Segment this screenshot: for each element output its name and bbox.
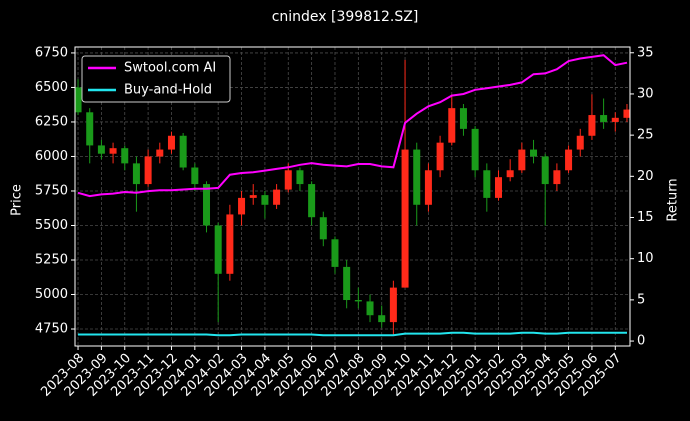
chart-title: cnindex [399812.SZ] [272, 9, 419, 25]
candle-body [506, 170, 514, 178]
candle-body [179, 135, 187, 168]
candle-body [518, 149, 526, 171]
candle-body [576, 135, 584, 150]
candle-body [331, 239, 339, 267]
legend: Swtool.com AI Buy-and-Hold [81, 55, 231, 103]
y2-tick-label: 30 [637, 86, 654, 101]
candle-body [203, 184, 211, 226]
candle-body [273, 189, 281, 205]
candle-body [167, 135, 175, 150]
candle-body [459, 108, 467, 129]
y2-tick-label: 5 [637, 292, 645, 307]
candle-body [448, 108, 456, 143]
y-tick-label: 6750 [35, 45, 68, 60]
candle-body [600, 115, 608, 122]
candle-body [132, 163, 140, 185]
candle-body [86, 112, 94, 146]
candle-body [565, 149, 573, 171]
candle-body [436, 142, 444, 171]
y-tick-label: 5250 [35, 252, 68, 267]
candle-body [483, 170, 491, 198]
legend-label: Swtool.com AI [124, 61, 216, 76]
series-line [78, 331, 627, 337]
candle-body [249, 195, 257, 198]
series-line [77, 54, 628, 198]
candles [74, 59, 631, 336]
candle-body [319, 217, 327, 240]
y2-tick-label: 15 [637, 210, 654, 225]
candle-body [588, 115, 596, 136]
candle-body [238, 197, 246, 215]
y-tick-label: 5750 [35, 183, 68, 198]
y2-tick-label: 35 [637, 45, 654, 60]
candle-body [156, 149, 164, 157]
candle-body [389, 287, 397, 323]
y-tick-label: 5000 [35, 287, 68, 302]
candle-body [121, 148, 129, 164]
candle-body [424, 170, 432, 205]
y-tick-label: 6250 [35, 114, 68, 129]
candle-body [530, 149, 538, 157]
candle-body [97, 145, 105, 154]
candle-body [343, 266, 351, 301]
candle-body [471, 128, 479, 171]
candle-body [191, 167, 199, 185]
candle-body [284, 170, 292, 190]
y-tick-label: 6500 [35, 80, 68, 95]
candle-body [261, 195, 269, 205]
candle-body [144, 156, 152, 185]
y2-tick-label: 25 [637, 128, 654, 143]
candle-body [378, 315, 386, 323]
candle-body [226, 214, 234, 274]
candle-body [494, 177, 502, 198]
plot-frame [74, 46, 631, 347]
y-tick-label: 5500 [35, 218, 68, 233]
candle-body [553, 170, 561, 185]
y-tick-label: 6000 [35, 149, 68, 164]
y-tick-label: 4750 [35, 322, 68, 337]
candle-body [109, 148, 117, 154]
legend-box [81, 55, 231, 103]
candle-body [401, 149, 409, 288]
y2-tick-label: 0 [637, 334, 645, 349]
y2-axis-label: Return [666, 178, 681, 221]
candle-body [413, 149, 421, 205]
candle-body [541, 156, 549, 185]
candle-body [623, 109, 631, 118]
candle-body [308, 184, 316, 218]
candle-body [296, 170, 304, 185]
candle-body [354, 300, 362, 302]
candle-body [214, 225, 222, 274]
y2-tick-label: 10 [637, 251, 654, 266]
y-axis-label: Price [10, 184, 25, 216]
y2-tick-label: 20 [637, 169, 654, 184]
candle-body [366, 301, 374, 316]
candle-body [74, 87, 82, 113]
candle-body [611, 117, 619, 122]
legend-label: Buy-and-Hold [124, 83, 212, 98]
